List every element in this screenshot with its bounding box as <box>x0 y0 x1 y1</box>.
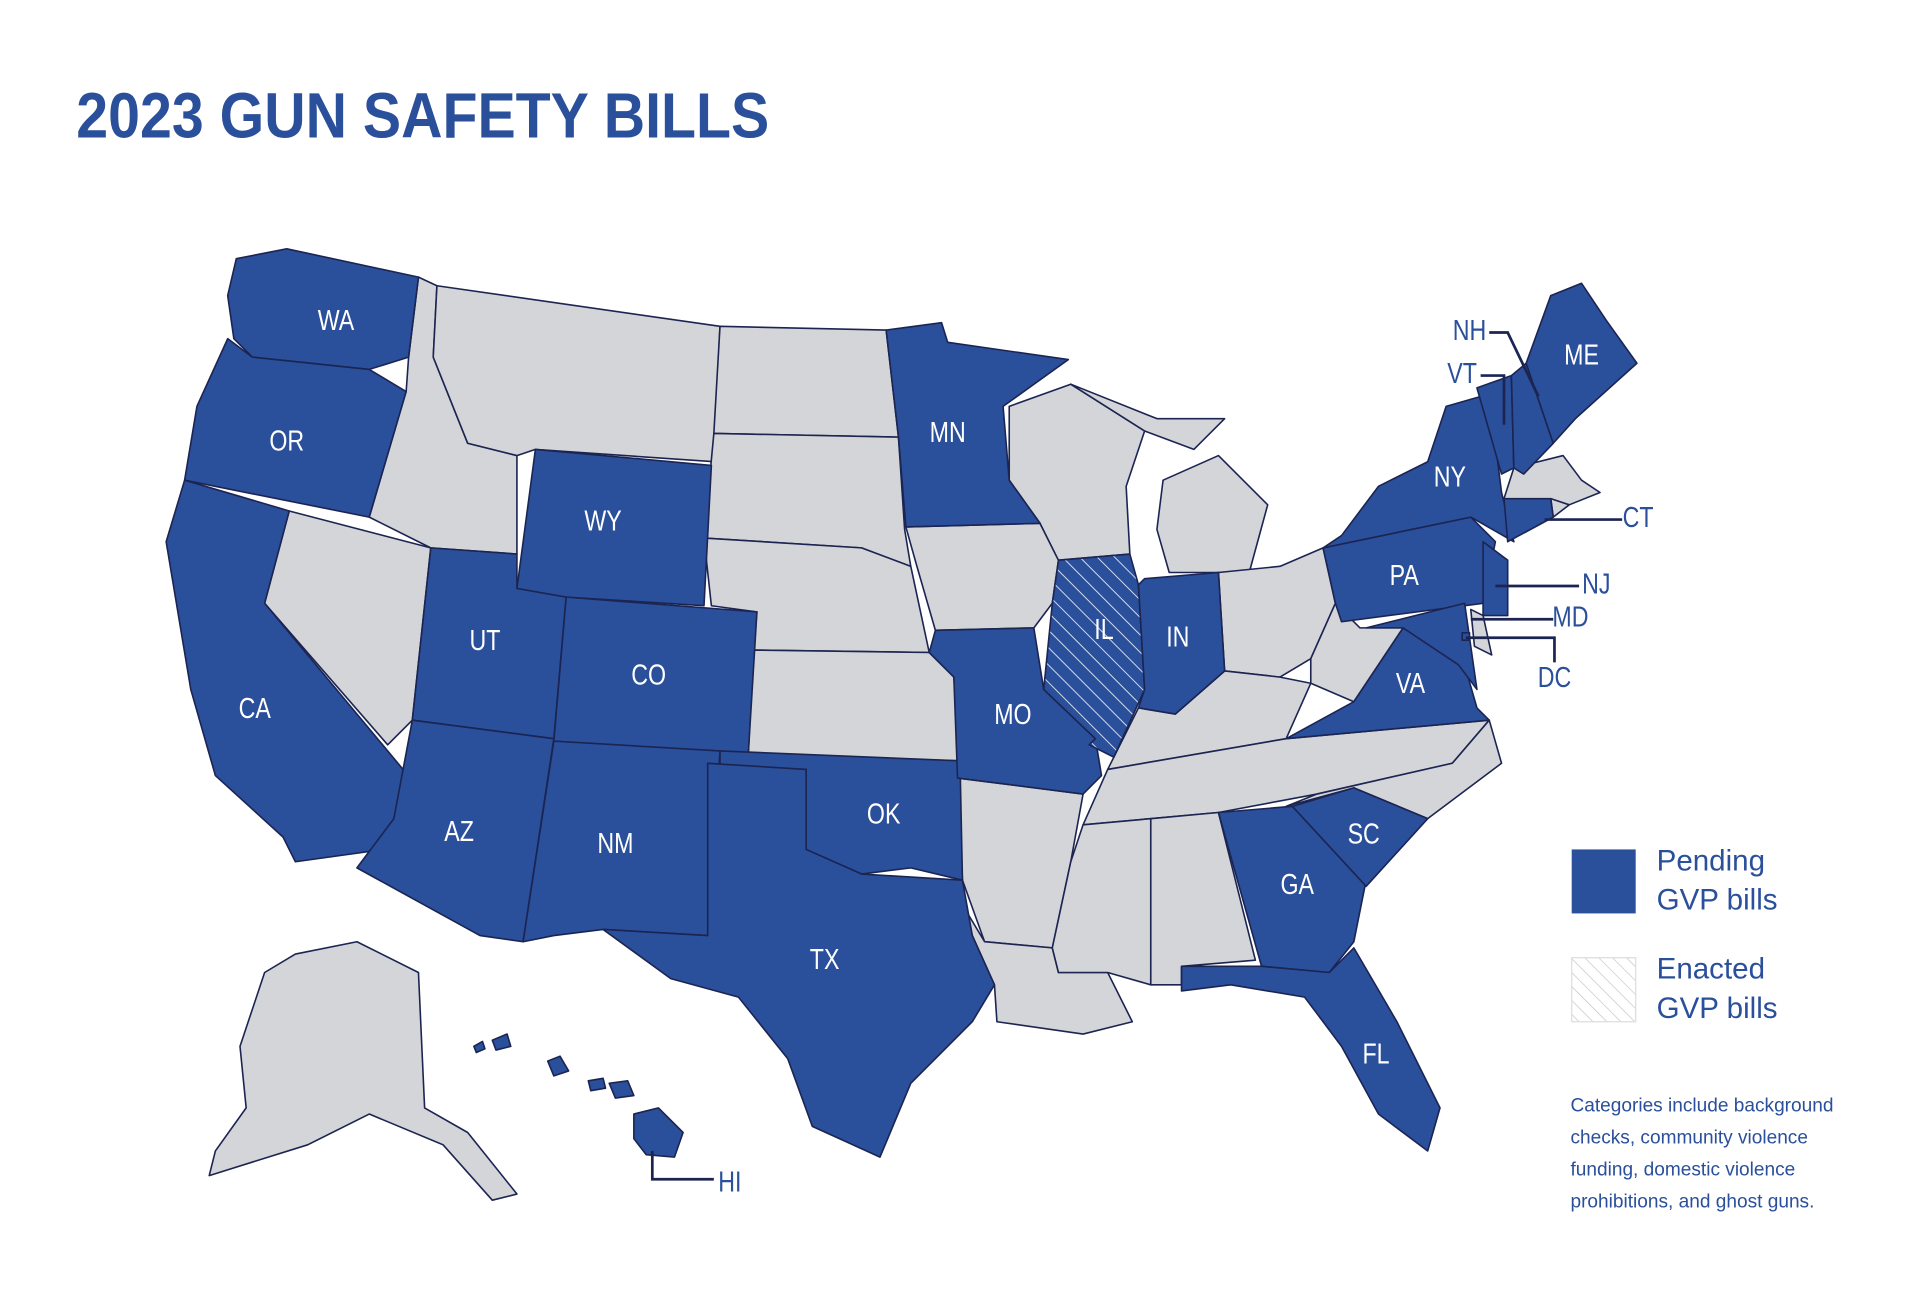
state-shape <box>208 940 518 1201</box>
state-shape <box>516 448 713 607</box>
state-labels: WA OR CA WY UT CO AZ NM OK TX MN MO IL IN GA FL SC VA PA NY… <box>239 306 1654 1198</box>
state-label: HI <box>718 1168 741 1199</box>
leader-line <box>1480 374 1506 425</box>
state-shape <box>633 1107 684 1158</box>
state-shape <box>1156 454 1269 574</box>
legend-label: Enacted GVP bills <box>1656 952 1778 1026</box>
state-shape <box>473 1040 486 1054</box>
state-label: CT <box>1623 503 1654 534</box>
state-shape <box>713 325 900 438</box>
state-label: MO <box>994 700 1031 731</box>
state-shape <box>1503 497 1555 543</box>
title: 2023 GUN SAFETY BILLS <box>76 80 769 152</box>
state-shape <box>1285 719 1503 820</box>
state-label: MN <box>930 418 966 449</box>
state-shape <box>356 719 555 943</box>
state-label: GA <box>1280 870 1314 901</box>
state-shape <box>602 762 996 1158</box>
legend-swatch-pending <box>1571 849 1636 914</box>
state-shape <box>608 1080 635 1099</box>
state-label: UT <box>469 626 500 657</box>
leader-line <box>1489 331 1540 398</box>
state-label: MD <box>1552 603 1588 634</box>
legend-swatch-enacted <box>1571 957 1637 1023</box>
state-label: CO <box>631 661 666 692</box>
state-shape <box>1180 947 1441 1152</box>
state-label: DC <box>1538 663 1572 694</box>
legend-label: Pending GVP bills <box>1656 844 1778 918</box>
state-shape <box>546 1055 570 1077</box>
state-label: VT <box>1447 359 1477 390</box>
note: Categories include background checks, co… <box>1570 1095 1834 1213</box>
state-shape <box>1469 608 1493 656</box>
state-shape <box>1291 787 1429 888</box>
state-label: WA <box>318 306 355 337</box>
state-shape <box>432 284 721 463</box>
state-label: OR <box>269 427 304 458</box>
state-label: SC <box>1348 819 1380 850</box>
leader-line <box>1465 636 1556 663</box>
state-label: NH <box>1453 316 1487 347</box>
state-label: NJ <box>1582 569 1610 600</box>
state-shape <box>1069 383 1226 451</box>
state-label: CA <box>239 694 272 725</box>
state-shape <box>491 1033 512 1051</box>
state-shape <box>1365 602 1478 691</box>
state-label: IN <box>1166 622 1189 653</box>
state-shape <box>1051 817 1152 986</box>
state-label: NY <box>1434 462 1466 493</box>
state-label: IL <box>1094 615 1113 646</box>
state-shapes <box>165 248 1638 1158</box>
legend-label-box: Enacted GVP bills <box>1656 952 1778 1026</box>
state-label: TX <box>810 945 840 976</box>
state-label: AZ <box>444 817 474 848</box>
state-shape <box>1137 571 1226 715</box>
state-label: PA <box>1390 561 1420 592</box>
state-label: FL <box>1362 1040 1389 1071</box>
state-shape <box>165 479 420 863</box>
state-label: VA <box>1396 669 1426 700</box>
other-states <box>208 276 1601 1201</box>
state-shape <box>747 649 961 762</box>
state-shape <box>1525 282 1638 445</box>
legend-label-box: Pending GVP bills <box>1656 844 1778 918</box>
leader-line <box>650 1150 714 1181</box>
state-shape <box>587 1077 607 1092</box>
state-shape <box>928 627 1103 795</box>
state-shape <box>183 337 407 518</box>
state-shape <box>1482 540 1509 617</box>
state-label: NM <box>597 829 633 860</box>
state-label: OK <box>867 800 901 831</box>
state-label: WY <box>584 507 621 538</box>
state-shape <box>1042 553 1146 758</box>
state-shape <box>885 321 1070 528</box>
note-box: Categories include background checks, co… <box>1570 1095 1834 1213</box>
state-shape <box>905 522 1060 632</box>
state-label: ME <box>1564 341 1599 372</box>
